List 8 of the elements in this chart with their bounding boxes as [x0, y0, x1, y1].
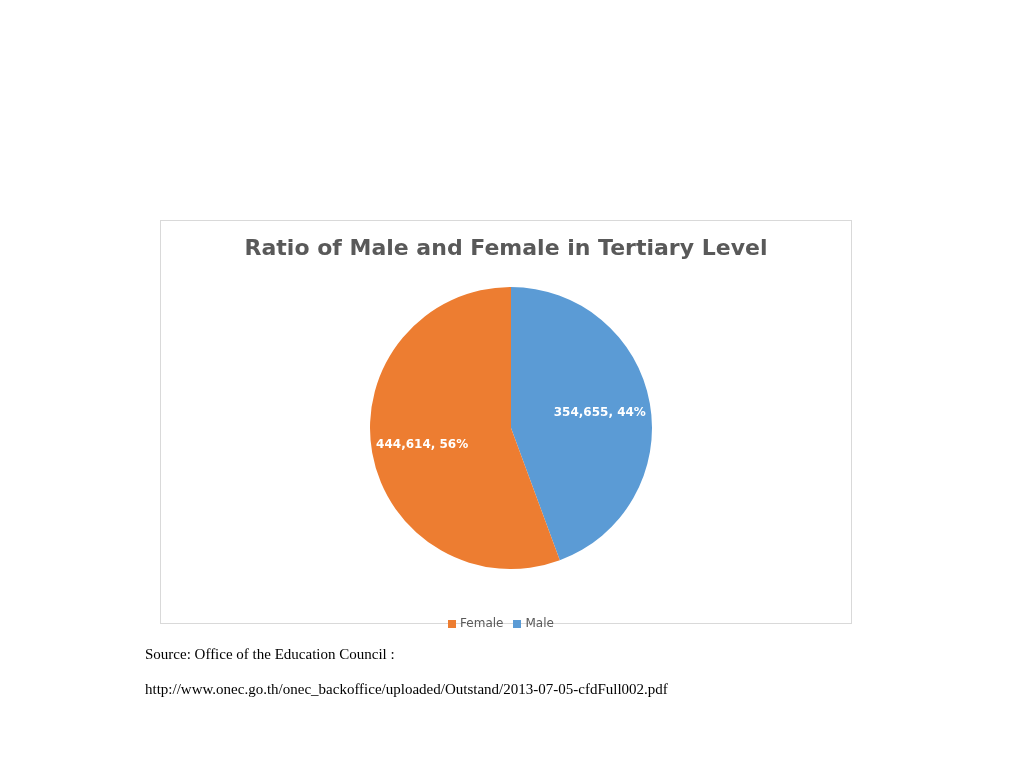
text: http://www.onec.go.th/onec_backoffice/uploaded/Outstand/2013-07-05-cfdFull002.pdf — [145, 681, 668, 698]
data-label: 444,614, 56% — [376, 436, 469, 451]
data-label: 354,655, 44% — [553, 405, 646, 420]
legend-label: Female — [460, 616, 504, 630]
chart-title: Ratio of Male and Female in Tertiary Level — [243, 235, 769, 262]
source-note: Source: Office of the Education Council : — [145, 646, 396, 663]
pie-slice — [511, 287, 652, 561]
legend-label: Male — [525, 616, 554, 630]
